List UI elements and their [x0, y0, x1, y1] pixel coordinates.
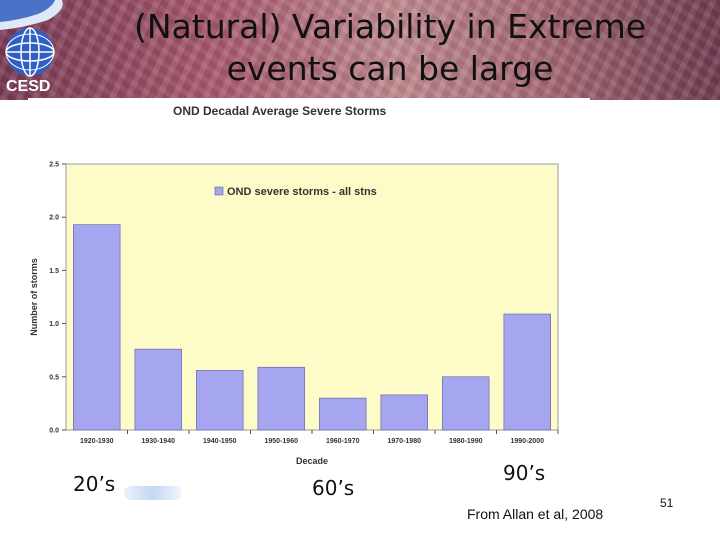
- slide-title: (Natural) Variability in Extreme events …: [133, 7, 647, 88]
- y-tick-label: 2.5: [49, 162, 59, 169]
- bar: [380, 394, 428, 431]
- chart-container: OND Decadal Average Severe Storms 0.0 0.5 1…: [28, 98, 590, 470]
- legend-label: OND severe storms - all stns: [227, 186, 377, 198]
- bar: [257, 366, 305, 431]
- bar: [442, 376, 490, 431]
- bar: [134, 348, 182, 431]
- x-tick-label: 1950-1960: [265, 438, 299, 445]
- slide-header: CESD (Natural) Variability in Extreme ev…: [0, 0, 720, 100]
- header-texture: [0, 0, 720, 100]
- source-credit: From Allan et al, 2008: [467, 506, 604, 522]
- y-tick-label: 2.0: [49, 215, 59, 222]
- x-tick-label: 1980-1990: [449, 438, 483, 445]
- annotation-90s: 90’s: [503, 461, 546, 485]
- annotation-20s: 20’s: [73, 472, 116, 496]
- x-tick-label: 1940-1950: [203, 438, 237, 445]
- x-tick-label: 1970-1980: [388, 438, 422, 445]
- y-tick-label: 1.5: [49, 268, 59, 275]
- logo-text: CESD: [6, 78, 51, 95]
- blur-artifact: [124, 486, 182, 500]
- cesd-logo: CESD: [0, 0, 80, 100]
- bar: [73, 224, 121, 431]
- bar: [503, 313, 551, 431]
- chart-title: OND Decadal Average Severe Storms: [173, 104, 387, 118]
- annotation-60s: 60’s: [312, 476, 355, 500]
- bar: [319, 397, 367, 431]
- x-tick-label: 1960-1970: [326, 438, 360, 445]
- x-tick-label: 1920-1930: [80, 438, 114, 445]
- bar: [196, 370, 244, 431]
- y-tick-label: 1.0: [49, 321, 59, 328]
- legend-swatch: [214, 186, 224, 196]
- y-axis-label: Number of storms: [29, 258, 39, 336]
- x-axis-label: Decade: [296, 456, 328, 466]
- severe-storms-bar-chart: OND Decadal Average Severe Storms 0.0 0.5 1…: [29, 104, 559, 466]
- y-tick-label: 0.0: [49, 428, 59, 435]
- globe-icon: [0, 0, 63, 77]
- x-tick-label: 1930-1940: [142, 438, 176, 445]
- page-number: 51: [660, 496, 674, 510]
- x-tick-label: 1990-2000: [511, 438, 545, 445]
- y-tick-label: 0.5: [49, 374, 59, 381]
